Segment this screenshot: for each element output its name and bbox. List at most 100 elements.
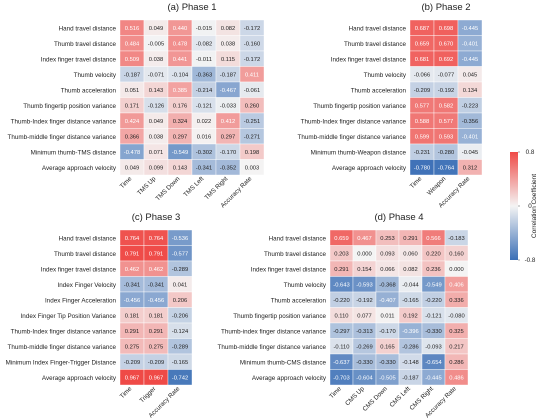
cell-value-label: 0.509	[125, 57, 140, 63]
cell-value-label: -0.187	[402, 375, 418, 381]
cell-value-label: 0.275	[125, 344, 140, 350]
column-label: TMS Down	[154, 175, 181, 202]
heatmap-cell	[444, 369, 469, 386]
cell-value-label: -0.536	[172, 236, 188, 242]
cell-value-label: 0.217	[449, 344, 464, 350]
cell-value-label: 0.764	[125, 236, 140, 242]
cell-value-label: 0.486	[449, 375, 464, 381]
cell-value-label: -0.251	[244, 119, 260, 125]
row-label: Thumb acceleration	[61, 87, 117, 94]
column-label: CMS Left	[388, 385, 412, 409]
cell-value-label: 0.411	[245, 72, 259, 78]
cell-value-label: 0.312	[463, 165, 478, 171]
cell-value-label: 0.764	[149, 236, 164, 242]
cell-value-label: -0.456	[148, 298, 164, 304]
cell-value-label: -0.456	[124, 298, 140, 304]
cell-value-label: -0.593	[356, 282, 372, 288]
cell-value-label: -0.341	[196, 165, 212, 171]
cell-value-label: 0.566	[426, 236, 441, 242]
cell-value-label: 0.681	[415, 57, 430, 63]
cell-value-label: 0.045	[463, 72, 478, 78]
cell-value-label: -0.066	[414, 72, 430, 78]
cell-value-label: 0.066	[380, 267, 395, 273]
colorbar-tick-label: 0	[528, 203, 532, 210]
cell-value-label: 0.038	[149, 134, 164, 140]
cell-value-label: 0.134	[463, 88, 478, 94]
cell-value-label: -0.478	[124, 150, 140, 156]
cell-value-label: -0.015	[196, 26, 212, 32]
cell-value-label: 0.110	[334, 313, 348, 319]
cell-value-label: 0.297	[221, 134, 236, 140]
row-label: Thumb fingertip position variance	[313, 103, 406, 110]
row-label: Thumb travel distance	[344, 41, 406, 48]
cell-value-label: -0.209	[124, 360, 140, 366]
row-label: Thumb travel distance	[54, 251, 116, 258]
row-label: Average approach velocity	[332, 165, 407, 172]
cell-value-label: 0.181	[125, 313, 140, 319]
cell-value-label: 0.011	[380, 313, 394, 319]
cell-value-label: -0.183	[448, 236, 464, 242]
row-label: Thumb fingertip position variance	[23, 103, 116, 110]
row-label: Average approach velocity	[42, 375, 117, 382]
cell-value-label: -0.220	[425, 298, 441, 304]
row-label: Index Finger Acceleration	[45, 297, 117, 304]
cell-value-label: -0.445	[462, 57, 478, 63]
cell-value-label: -0.160	[244, 41, 260, 47]
row-label: Minimum thumb-CMS distance	[240, 359, 327, 366]
cell-value-label: -0.352	[220, 165, 236, 171]
cell-value-label: -0.044	[402, 282, 419, 288]
cell-value-label: 0.478	[173, 41, 188, 47]
cell-value-label: -0.286	[402, 344, 418, 350]
cell-value-label: -0.401	[462, 41, 478, 47]
cell-value-label: 0.692	[439, 57, 454, 63]
cell-value-label: 0.516	[125, 26, 140, 32]
cell-value-label: 0.051	[125, 88, 140, 94]
cell-value-label: -0.165	[172, 360, 188, 366]
cell-value-label: -0.289	[172, 267, 188, 273]
cell-value-label: -0.121	[196, 103, 212, 109]
cell-value-label: -0.082	[196, 41, 212, 47]
cell-value-label: 0.000	[357, 251, 372, 257]
cell-value-label: 0.791	[149, 251, 164, 257]
cell-value-label: -0.121	[425, 313, 441, 319]
cell-value-label: -0.742	[172, 375, 188, 381]
cell-value-label: 0.171	[125, 103, 140, 109]
cell-value-label: 0.003	[245, 165, 260, 171]
cell-value-label: -0.363	[196, 72, 212, 78]
cell-value-label: -0.093	[425, 344, 441, 350]
cell-value-label: 0.038	[149, 57, 164, 63]
cell-value-label: 0.291	[334, 267, 349, 273]
cell-value-label: 0.192	[403, 313, 418, 319]
cell-value-label: -0.271	[244, 134, 260, 140]
row-label: Minimum Index Finger-Trigger Distance	[6, 359, 117, 366]
cell-value-label: 0.593	[439, 134, 454, 140]
cell-value-label: -0.764	[438, 165, 455, 171]
row-label: Thumb-middle finger distance variance	[218, 344, 327, 351]
row-label: Average approach velocity	[252, 375, 327, 382]
cell-value-label: 0.260	[245, 103, 260, 109]
cell-value-label: -0.330	[425, 329, 441, 335]
cell-value-label: -0.330	[356, 360, 372, 366]
row-label: Thumb-index finger distance variance	[221, 328, 327, 335]
cell-value-label: 0.967	[125, 375, 140, 381]
cell-value-label: 0.577	[439, 119, 454, 125]
cell-value-label: -0.223	[462, 103, 478, 109]
cell-value-label: -0.231	[414, 150, 430, 156]
cell-value-label: -0.214	[196, 88, 213, 94]
row-label: Thumb-Index finger distance variance	[301, 118, 407, 125]
cell-value-label: -0.549	[425, 282, 441, 288]
cell-value-label: 0.082	[221, 26, 236, 32]
colorbar-gradient	[510, 152, 518, 260]
heatmap-panels: (a) Phase 1 Hand travel distance 0.516 0.04…	[6, 2, 483, 419]
cell-value-label: 0.038	[221, 41, 236, 47]
colorbar-tick-label: -0.8	[525, 257, 536, 264]
cell-value-label: -0.341	[124, 282, 140, 288]
cell-value-label: -0.170	[379, 329, 395, 335]
heatmap-cell	[239, 159, 265, 176]
cell-value-label: 0.462	[125, 267, 140, 273]
cell-value-label: 0.049	[149, 119, 164, 125]
column-label: Time	[119, 175, 134, 190]
row-label: Thumb velocity	[284, 282, 327, 289]
panel-title: (a) Phase 1	[167, 2, 216, 13]
